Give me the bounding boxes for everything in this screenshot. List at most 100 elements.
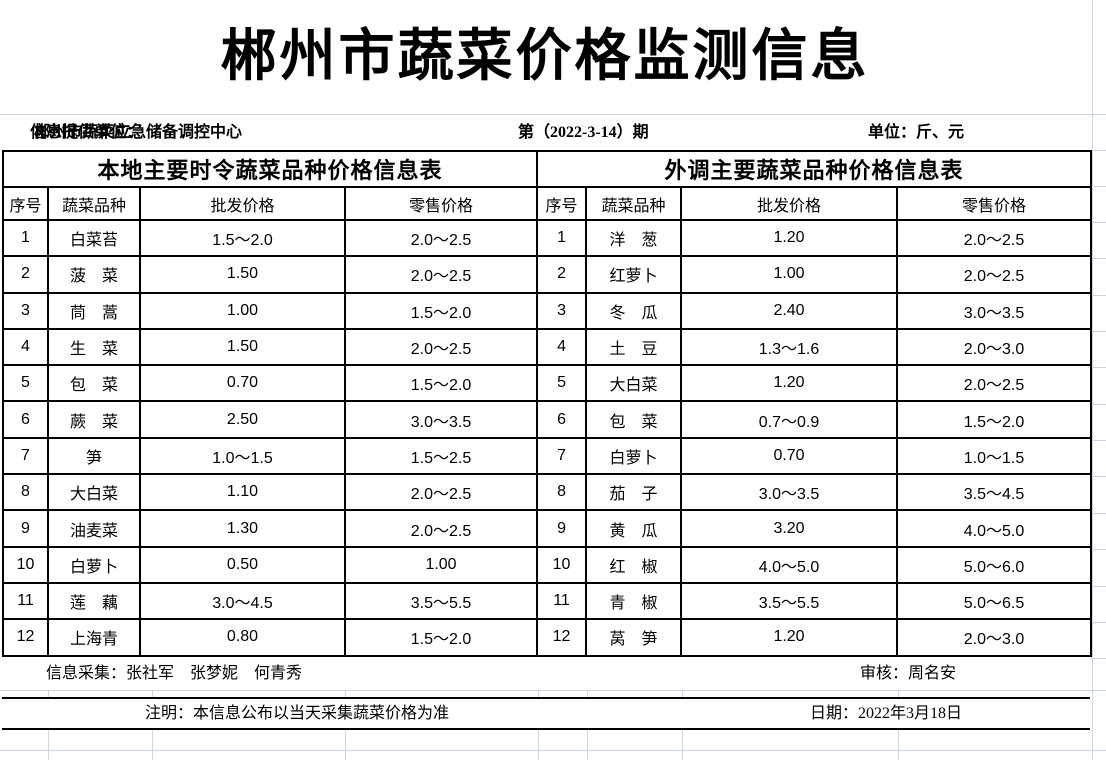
- seq-no: 10: [536, 545, 588, 584]
- grid-line: [1092, 0, 1093, 760]
- collectors-row: 信息采集：张社军 张梦妮 何青秀 审核：周名安: [2, 658, 1090, 690]
- retail-price: 2.0～2.5: [343, 509, 539, 548]
- date-text: 日期：2022年3月18日: [810, 705, 963, 722]
- seq-no: 1: [536, 218, 588, 258]
- retail-price: 3.0～3.5: [896, 291, 1093, 330]
- provider-label: 信息提供单位：: [30, 124, 143, 141]
- retail-price: 1.00: [343, 545, 539, 584]
- vegetable-name: 菠 菜: [47, 255, 141, 294]
- col-retail-imported: 零售价格: [896, 186, 1093, 221]
- table-row: 10 白萝卜 0.50 1.00 10 红 椒 4.0～5.0 5.0～6.0: [2, 545, 1093, 584]
- col-name-imported: 蔬菜品种: [585, 186, 683, 221]
- vegetable-name: 生 菜: [47, 327, 141, 367]
- wholesale-price: 3.20: [680, 509, 899, 548]
- seq-no: 8: [536, 473, 588, 512]
- col-seq-local: 序号: [2, 186, 49, 221]
- section-header-row: 本地主要时令蔬菜品种价格信息表 外调主要蔬菜品种价格信息表: [1, 150, 1093, 188]
- seq-no: 11: [2, 581, 49, 621]
- note-row: 注明：本信息公布以当天采集蔬菜价格为准 日期：2022年3月18日: [2, 697, 1090, 730]
- vegetable-name: 蕨 菜: [47, 400, 141, 439]
- seq-no: 5: [536, 364, 588, 403]
- wholesale-price: 1.20: [680, 618, 899, 657]
- wholesale-price: 2.40: [680, 291, 899, 330]
- retail-price: 2.0～2.5: [896, 255, 1093, 294]
- vegetable-name: 白萝卜: [47, 545, 141, 584]
- seq-no: 5: [2, 364, 49, 403]
- retail-price: 4.0～5.0: [896, 509, 1093, 548]
- seq-no: 2: [2, 255, 49, 294]
- vegetable-name: 包 菜: [585, 400, 683, 439]
- column-header-row: 序号 蔬菜品种 批发价格 零售价格 序号 蔬菜品种 批发价格 零售价格: [2, 186, 1093, 221]
- grid-line: [1090, 295, 1106, 296]
- provider-value: 郴州市蔬菜应急储备调控中心: [34, 124, 243, 141]
- retail-price: 2.0～3.0: [896, 327, 1093, 367]
- vegetable-name: 包 菜: [47, 364, 141, 403]
- seq-no: 3: [2, 291, 49, 330]
- col-name-local: 蔬菜品种: [47, 186, 141, 221]
- wholesale-price: 0.80: [139, 618, 346, 657]
- wholesale-price: 4.0～5.0: [680, 545, 899, 584]
- seq-no: 10: [2, 545, 49, 584]
- vegetable-name: 笋: [47, 436, 141, 476]
- imported-section-header: 外调主要蔬菜品种价格信息表: [536, 150, 1093, 188]
- info-bar: 信息提供单位： 郴州市蔬菜应急储备调控中心 第（2022-3-14）期 单位：斤…: [0, 115, 1106, 150]
- retail-price: 2.0～2.5: [343, 327, 539, 367]
- wholesale-price: 3.0～3.5: [680, 473, 899, 512]
- vegetable-name: 莴 笋: [585, 618, 683, 657]
- wholesale-price: 3.0～4.5: [139, 581, 346, 621]
- seq-no: 6: [2, 400, 49, 439]
- table-row: 1 白菜苔 1.5～2.0 2.0～2.5 1 洋 葱 1.20 2.0～2.5: [2, 218, 1093, 258]
- vegetable-name: 大白菜: [585, 364, 683, 403]
- seq-no: 8: [2, 473, 49, 512]
- retail-price: 5.0～6.0: [896, 545, 1093, 584]
- issue-number: 第（2022-3-14）期: [518, 124, 649, 141]
- vegetable-name: 红 椒: [585, 545, 683, 584]
- seq-no: 12: [536, 618, 588, 657]
- wholesale-price: 0.70: [680, 436, 899, 476]
- local-section-header: 本地主要时令蔬菜品种价格信息表: [1, 150, 539, 188]
- seq-no: 3: [536, 291, 588, 330]
- wholesale-price: 0.50: [139, 545, 346, 584]
- grid-line: [1090, 222, 1106, 223]
- vegetable-name: 茄 子: [585, 473, 683, 512]
- retail-price: 2.0～2.5: [343, 255, 539, 294]
- seq-no: 7: [536, 436, 588, 476]
- wholesale-price: 1.30: [139, 509, 346, 548]
- grid-line: [1090, 331, 1106, 332]
- grid-line: [1090, 658, 1106, 659]
- reviewer-text: 审核：周名安: [860, 665, 957, 682]
- wholesale-price: 1.5～2.0: [139, 218, 346, 258]
- seq-no: 9: [2, 509, 49, 548]
- col-wholesale-local: 批发价格: [139, 186, 346, 221]
- provider-info: 信息提供单位： 郴州市蔬菜应急储备调控中心: [30, 115, 242, 150]
- table-row: 9 油麦菜 1.30 2.0～2.5 9 黄 瓜 3.20 4.0～5.0: [2, 509, 1093, 548]
- vegetable-name: 白菜苔: [47, 218, 141, 258]
- wholesale-price: 1.50: [139, 327, 346, 367]
- retail-price: 2.0～2.5: [896, 218, 1093, 258]
- seq-no: 4: [2, 327, 49, 367]
- note-text: 注明：本信息公布以当天采集蔬菜价格为准: [145, 705, 450, 722]
- retail-price: 3.5～5.5: [343, 581, 539, 621]
- retail-price: 2.0～3.0: [896, 618, 1093, 657]
- vegetable-name: 莲 藕: [47, 581, 141, 621]
- grid-line: [1090, 367, 1106, 368]
- retail-price: 1.5～2.0: [343, 291, 539, 330]
- col-wholesale-imported: 批发价格: [680, 186, 899, 221]
- vegetable-name: 土 豆: [585, 327, 683, 367]
- grid-line: [1090, 476, 1106, 477]
- col-seq-imported: 序号: [536, 186, 588, 221]
- collectors-text: 信息采集：张社军 张梦妮 何青秀: [46, 665, 303, 682]
- grid-line: [1090, 186, 1106, 187]
- vegetable-name: 上海青: [47, 618, 141, 657]
- retail-price: 2.0～2.5: [343, 218, 539, 258]
- retail-price: 2.0～2.5: [896, 364, 1093, 403]
- grid-line: [1090, 440, 1106, 441]
- seq-no: 2: [536, 255, 588, 294]
- retail-price: 1.0～1.5: [896, 436, 1093, 476]
- wholesale-price: 1.50: [139, 255, 346, 294]
